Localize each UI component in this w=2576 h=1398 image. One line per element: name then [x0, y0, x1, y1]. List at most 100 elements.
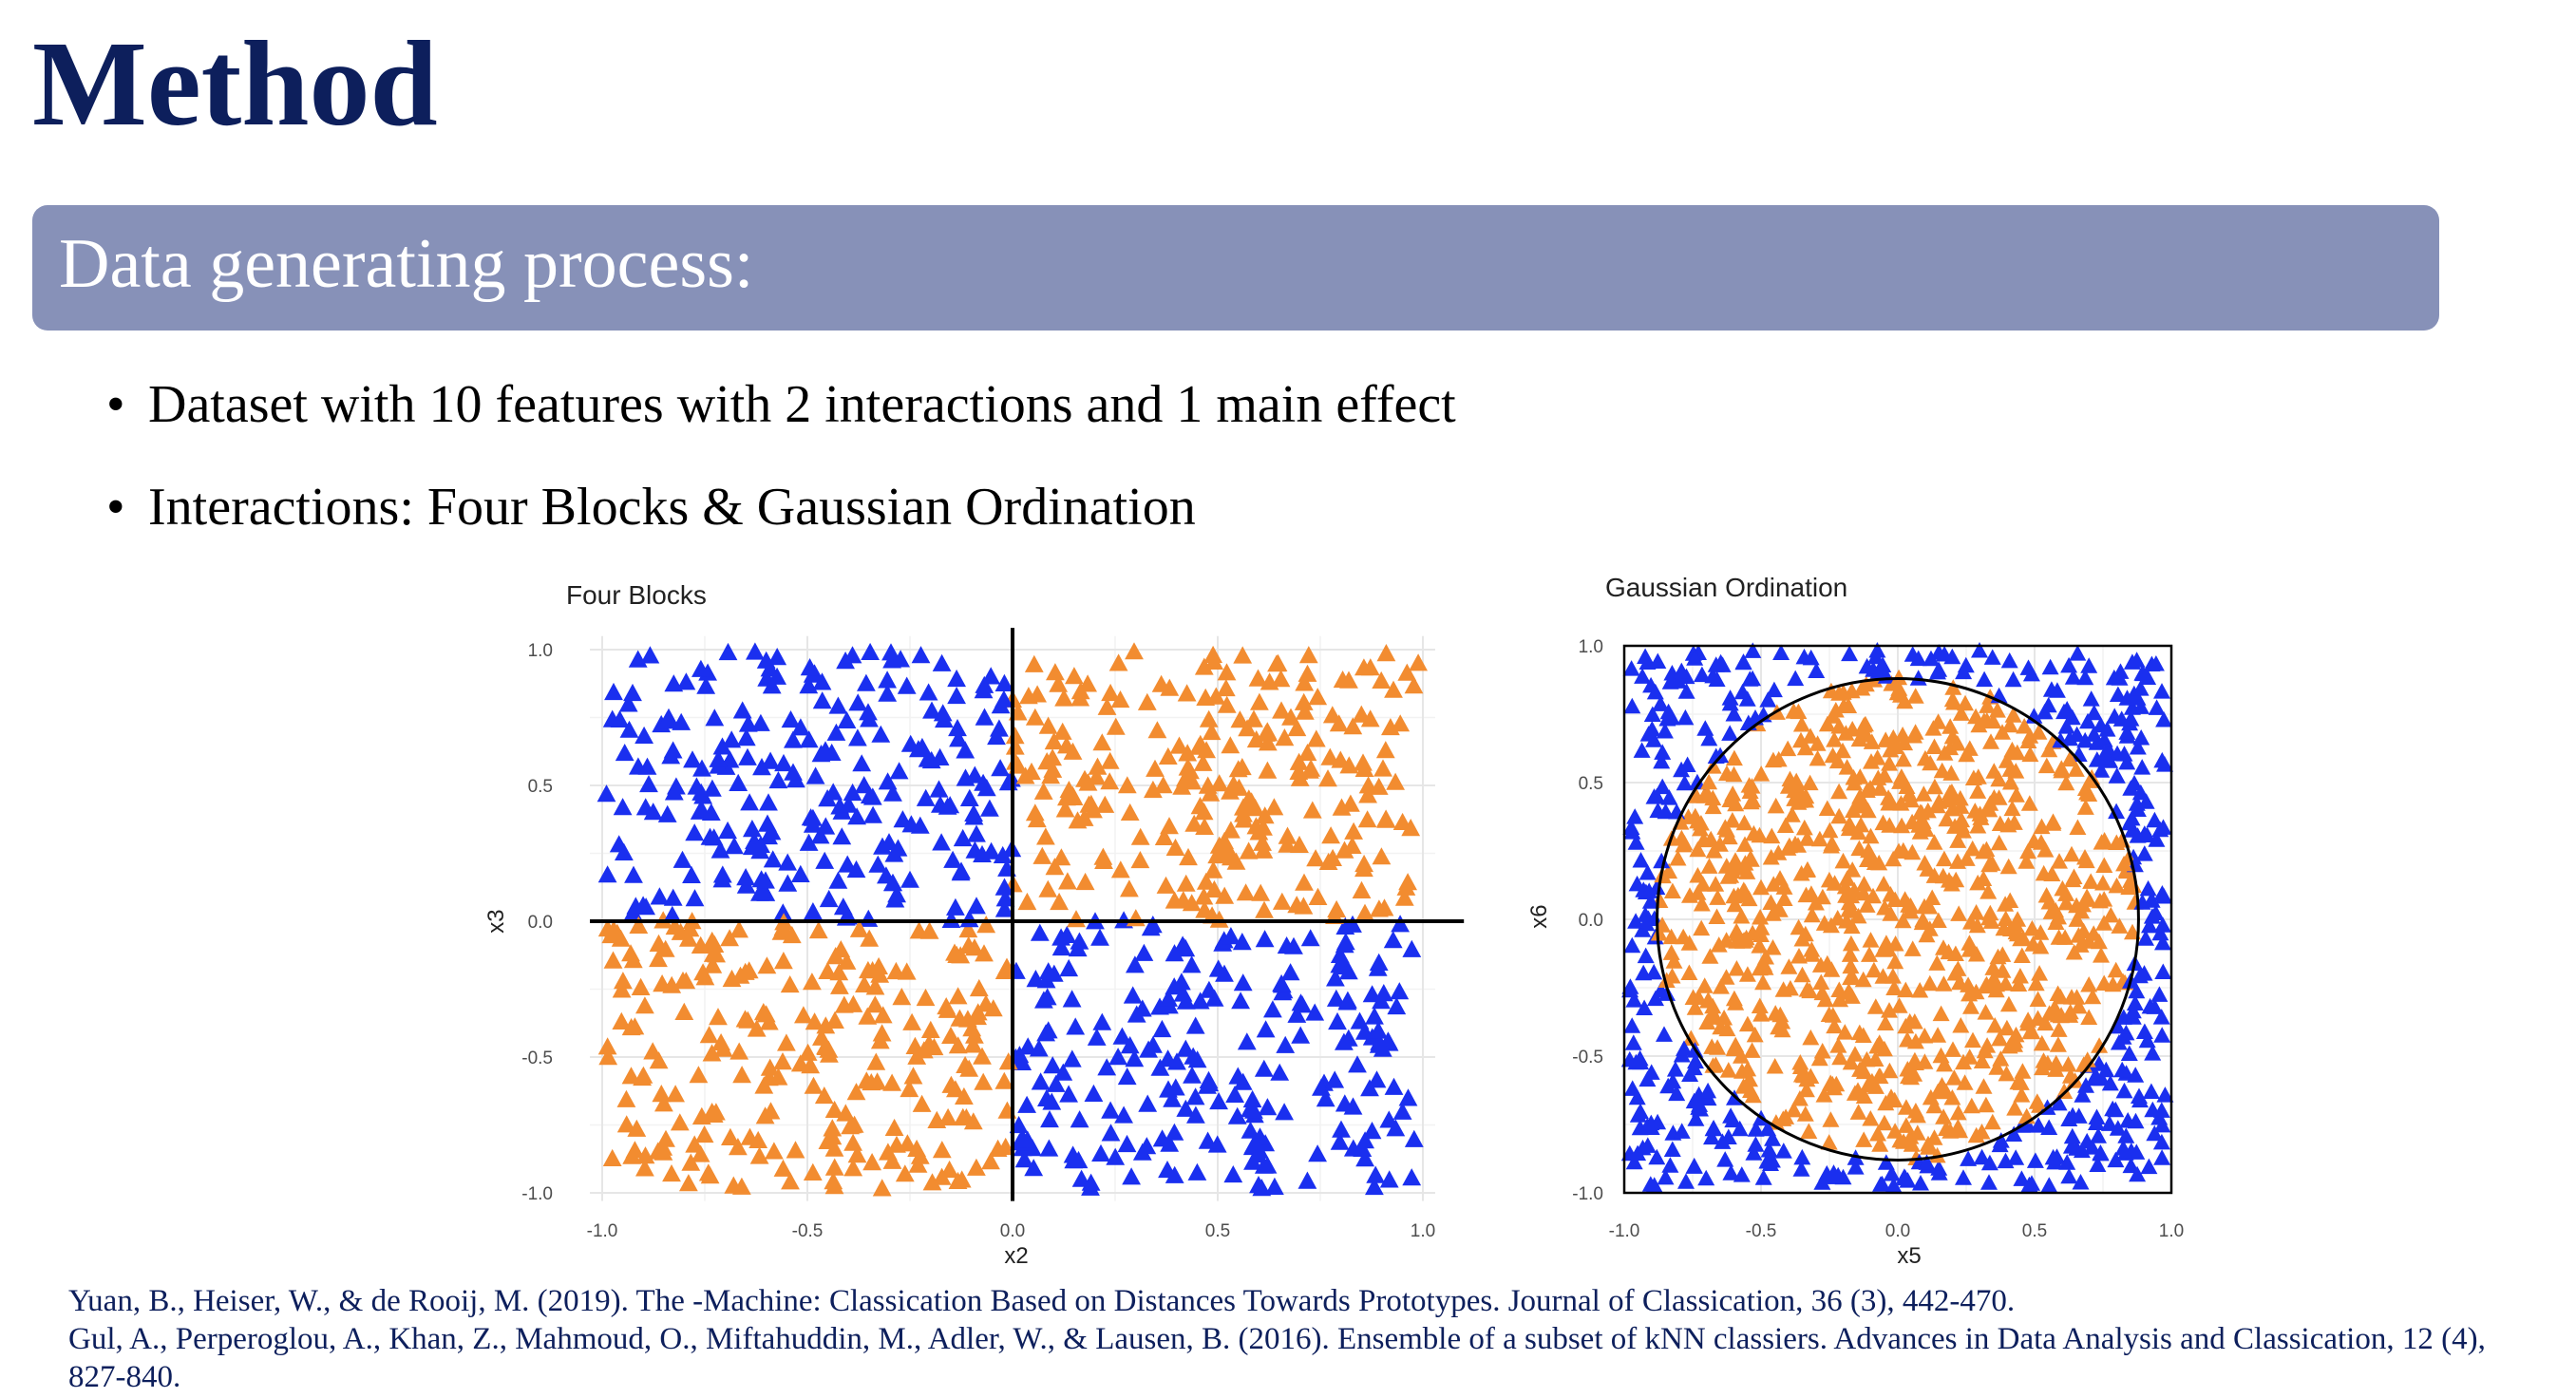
data-point-triangle: [1967, 904, 1985, 920]
data-point-triangle: [1797, 1081, 1815, 1098]
y-axis-label: x3: [483, 909, 509, 933]
x-axis-label: x5: [1897, 1243, 1921, 1269]
data-point-triangle: [1114, 1105, 1133, 1124]
data-point-triangle: [1365, 1177, 1384, 1196]
data-point-triangle: [1876, 766, 1894, 784]
data-point-triangle: [1969, 783, 1987, 799]
data-point-triangle: [1625, 1153, 1643, 1170]
data-point-triangle: [1062, 990, 1082, 1008]
y-tick-label: 0.0: [528, 913, 553, 933]
data-point-triangle: [2061, 1003, 2079, 1020]
data-point-triangle: [1736, 836, 1753, 852]
data-point-triangle: [861, 642, 880, 660]
data-point-triangle: [1826, 1017, 1844, 1034]
data-point-triangle: [1339, 671, 1358, 689]
data-point-triangle: [1187, 1050, 1207, 1068]
data-point-triangle: [1120, 803, 1140, 821]
data-point-triangle: [1258, 1156, 1278, 1174]
data-point-triangle: [1202, 723, 1222, 741]
data-point-triangle: [1203, 860, 1223, 878]
data-point-triangle: [1886, 953, 1904, 970]
data-point-triangle: [1362, 1122, 1382, 1140]
data-point-triangle: [616, 1089, 636, 1107]
data-point-triangle: [1370, 899, 1389, 917]
data-point-triangle: [1983, 649, 2001, 665]
data-point-triangle: [1945, 694, 1962, 710]
data-point-triangle: [1373, 759, 1392, 777]
data-point-triangle: [1194, 887, 1214, 905]
data-point-triangle: [1326, 969, 1345, 987]
data-point-triangle: [2085, 704, 2103, 721]
data-point-triangle: [2128, 652, 2146, 668]
data-point-triangle: [2093, 762, 2111, 778]
data-point-triangle: [1767, 1005, 1785, 1021]
data-point-triangle: [1242, 1089, 1262, 1108]
data-point-triangle: [1185, 1087, 1205, 1105]
data-point-triangle: [1355, 1149, 1374, 1167]
data-point-triangle: [718, 642, 738, 661]
data-point-triangle: [1117, 1134, 1137, 1153]
data-point-triangle: [1708, 908, 1726, 924]
data-point-triangle: [2117, 1127, 2135, 1143]
data-point-triangle: [1278, 826, 1297, 844]
data-point-triangle: [1911, 982, 1929, 998]
data-point-triangle: [824, 1100, 844, 1118]
data-point-triangle: [2005, 1125, 2023, 1142]
data-point-triangle: [1796, 739, 1814, 756]
data-point-triangle: [1062, 1049, 1082, 1067]
data-point-triangle: [2122, 780, 2140, 796]
data-point-triangle: [768, 771, 788, 789]
data-point-triangle: [1386, 1119, 1406, 1137]
data-point-triangle: [1090, 928, 1109, 946]
data-point-triangle: [1886, 1123, 1904, 1139]
boundary-shapes: [1622, 644, 2173, 1195]
data-point-triangle: [2061, 750, 2079, 767]
data-point-triangle: [1209, 910, 1229, 928]
data-point-triangle: [1068, 938, 1088, 957]
data-point-triangle: [1764, 939, 1782, 955]
data-point-triangle: [674, 1002, 694, 1020]
data-point-triangle: [691, 1144, 710, 1162]
data-point-triangle: [2080, 785, 2098, 802]
data-point-triangle: [965, 841, 985, 859]
data-point-triangle: [2126, 994, 2144, 1011]
data-point-triangle: [1800, 1123, 1818, 1139]
data-point-triangle: [933, 704, 953, 722]
data-point-triangle: [1740, 890, 1758, 907]
data-point-triangle: [1700, 858, 1718, 874]
data-point-triangle: [1930, 793, 1948, 809]
data-point-triangle: [994, 1071, 1014, 1089]
data-point-triangle: [1980, 801, 1998, 818]
data-point-triangle: [2141, 916, 2158, 934]
data-point-triangle: [816, 741, 835, 759]
data-point-triangle: [1305, 1003, 1325, 1021]
data-point-triangle: [1809, 749, 1827, 766]
data-point-triangle: [1854, 1027, 1872, 1043]
data-point-triangle: [843, 1159, 863, 1177]
data-point-triangle: [1046, 663, 1065, 681]
data-point-triangle: [1633, 742, 1651, 758]
data-point-triangle: [2109, 686, 2127, 702]
data-point-triangle: [1097, 697, 1117, 715]
data-point-triangle: [1894, 727, 1912, 743]
data-point-triangle: [1366, 1165, 1386, 1183]
data-point-triangle: [1969, 818, 1987, 834]
data-point-triangle: [1934, 867, 1952, 884]
data-point-triangle: [1890, 680, 1908, 696]
data-point-triangle: [1771, 870, 1789, 886]
data-point-triangle: [1831, 991, 1849, 1008]
data-point-triangle: [2044, 1148, 2062, 1165]
data-point-triangle: [1181, 762, 1200, 780]
data-point-triangle: [1960, 935, 1979, 951]
data-point-triangle: [1709, 889, 1727, 905]
data-point-triangle: [1091, 1143, 1110, 1162]
data-point-triangle: [1326, 989, 1346, 1007]
data-point-triangle: [1152, 1019, 1172, 1038]
data-point-triangle: [1081, 1178, 1100, 1196]
data-point-triangle: [1763, 827, 1781, 844]
data-point-triangle: [1697, 1169, 1715, 1186]
data-point-triangle: [662, 1164, 681, 1182]
data-point-triangle: [598, 1048, 618, 1066]
data-point-triangle: [854, 776, 874, 794]
data-point-triangle: [946, 897, 965, 916]
